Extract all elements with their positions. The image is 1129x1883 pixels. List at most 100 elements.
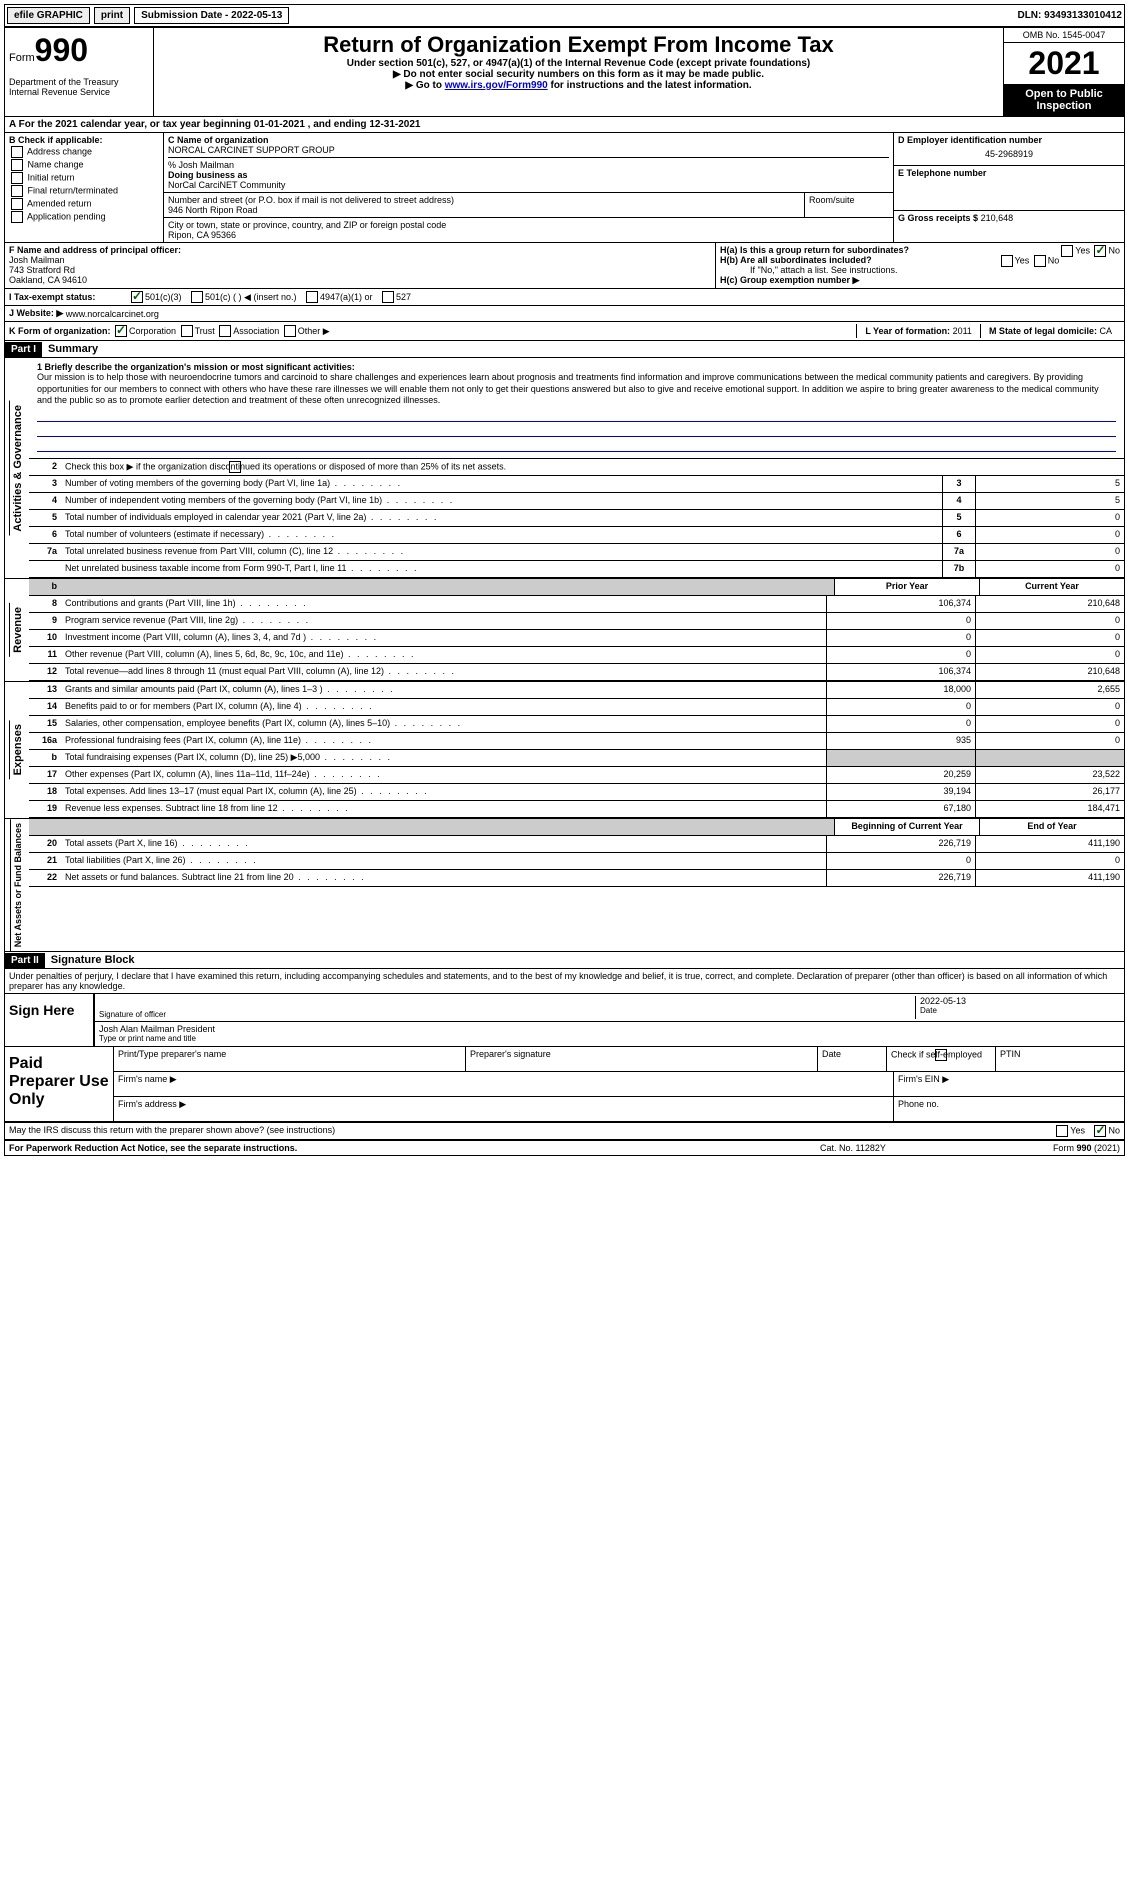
checkbox-icon[interactable] (11, 211, 23, 223)
section-b: B Check if applicable: Address change Na… (5, 133, 164, 242)
checkbox-icon[interactable] (229, 461, 241, 473)
checkbox-icon[interactable] (1034, 255, 1046, 267)
checkbox-icon[interactable] (191, 291, 203, 303)
room-label: Room/suite (805, 193, 893, 217)
table-row: 21Total liabilities (Part X, line 26)00 (29, 853, 1124, 870)
gross-val: 210,648 (981, 213, 1014, 223)
chk-name: Name change (9, 159, 159, 171)
table-row: 4Number of independent voting members of… (29, 493, 1124, 510)
section-f-h: F Name and address of principal officer:… (5, 243, 1124, 289)
officer-label: F Name and address of principal officer: (9, 245, 711, 255)
dba-label: Doing business as (168, 170, 889, 180)
table-row: 5Total number of individuals employed in… (29, 510, 1124, 527)
part1-header-row: Part I Summary (5, 341, 1124, 358)
mission-text: Our mission is to help those with neuroe… (37, 372, 1116, 407)
title-box: Return of Organization Exempt From Incom… (154, 28, 1003, 116)
table-row: 12Total revenue—add lines 8 through 11 (… (29, 664, 1124, 681)
table-row: 19Revenue less expenses. Subtract line 1… (29, 801, 1124, 818)
net-header: Beginning of Current Year End of Year (29, 819, 1124, 836)
chk-address: Address change (9, 146, 159, 158)
prep-date-cell: Date (818, 1047, 887, 1071)
hb-note: If "No," attach a list. See instructions… (720, 265, 1120, 275)
checkbox-icon[interactable] (11, 198, 23, 210)
vert-revenue: Revenue (9, 603, 26, 657)
checkbox-icon[interactable] (115, 325, 127, 337)
sign-here-row: Sign Here Signature of officer 2022-05-1… (5, 994, 1124, 1047)
department: Department of the Treasury Internal Reve… (9, 77, 149, 97)
checkbox-icon[interactable] (284, 325, 296, 337)
officer-addr1: 743 Stratford Rd (9, 265, 711, 275)
officer-addr2: Oakland, CA 94610 (9, 275, 711, 285)
dba: NorCal CarciNET Community (168, 180, 889, 190)
chk-initial: Initial return (9, 172, 159, 184)
table-row: 13Grants and similar amounts paid (Part … (29, 682, 1124, 699)
checkbox-icon[interactable] (935, 1049, 947, 1061)
checkbox-icon[interactable] (1061, 245, 1073, 257)
rev-header: b Prior Year Current Year (29, 579, 1124, 596)
firm-addr-cell: Firm's address ▶ (114, 1097, 894, 1121)
care-of: % Josh Mailman (168, 157, 889, 170)
table-row: 15Salaries, other compensation, employee… (29, 716, 1124, 733)
vert-expenses: Expenses (9, 720, 26, 779)
ssn-notice: ▶ Do not enter social security numbers o… (158, 69, 999, 80)
checkbox-icon[interactable] (1094, 1125, 1106, 1137)
checkbox-icon[interactable] (11, 159, 23, 171)
instructions-line: ▶ Go to www.irs.gov/Form990 for instruct… (158, 80, 999, 91)
paperwork-text: For Paperwork Reduction Act Notice, see … (9, 1143, 820, 1153)
net-assets-section: Net Assets or Fund Balances Beginning of… (5, 819, 1124, 952)
table-row: 17Other expenses (Part IX, column (A), l… (29, 767, 1124, 784)
print-button[interactable]: print (94, 7, 130, 24)
checkbox-icon[interactable] (219, 325, 231, 337)
prep-row3: Firm's address ▶ Phone no. (114, 1097, 1124, 1121)
checkbox-icon[interactable] (181, 325, 193, 337)
table-row: 9Program service revenue (Part VIII, lin… (29, 613, 1124, 630)
checkbox-icon[interactable] (1001, 255, 1013, 267)
table-row: 20Total assets (Part X, line 16)226,7194… (29, 836, 1124, 853)
main-title: Return of Organization Exempt From Incom… (158, 32, 999, 58)
part1-header: Part I (5, 342, 42, 357)
table-row: 11Other revenue (Part VIII, column (A), … (29, 647, 1124, 664)
sign-here-label: Sign Here (5, 994, 93, 1046)
section-f: F Name and address of principal officer:… (5, 243, 715, 288)
table-row: Net unrelated business taxable income fr… (29, 561, 1124, 578)
firm-ein-cell: Firm's EIN ▶ (894, 1072, 1124, 1096)
city: Ripon, CA 95366 (168, 230, 889, 240)
form-number-box: Form990 Department of the Treasury Inter… (5, 28, 154, 116)
governance-section: Activities & Governance 1 Briefly descri… (5, 358, 1124, 579)
line-k: K Form of organization: Corporation Trus… (5, 322, 1124, 341)
checkbox-icon[interactable] (1056, 1125, 1068, 1137)
table-row: 16aProfessional fundraising fees (Part I… (29, 733, 1124, 750)
top-bar: efile GRAPHIC print Submission Date - 20… (5, 5, 1124, 28)
open-public: Open to Public Inspection (1004, 84, 1124, 116)
table-row: 14Benefits paid to or for members (Part … (29, 699, 1124, 716)
part2-header-row: Part II Signature Block (5, 952, 1124, 969)
checkbox-icon[interactable] (306, 291, 318, 303)
ein: 45-2968919 (898, 145, 1120, 163)
tax-status-row: I Tax-exempt status: 501(c)(3) 501(c) ( … (5, 289, 1124, 306)
discuss-row: May the IRS discuss this return with the… (5, 1122, 1124, 1140)
checkbox-icon[interactable] (11, 146, 23, 158)
form-label: Form (9, 52, 35, 64)
line-2: 2 Check this box ▶ if the organization d… (29, 459, 1124, 476)
year-box: OMB No. 1545-0047 2021 Open to Public In… (1003, 28, 1124, 116)
m-box: M State of legal domicile: CA (980, 324, 1120, 338)
checkbox-icon[interactable] (11, 185, 23, 197)
form-number: 990 (35, 32, 88, 68)
checkbox-icon[interactable] (11, 172, 23, 184)
blank-line (37, 424, 1116, 437)
checkbox-icon[interactable] (1094, 245, 1106, 257)
irs-link[interactable]: www.irs.gov/Form990 (445, 80, 548, 91)
blank-line (37, 409, 1116, 422)
checkbox-icon[interactable] (382, 291, 394, 303)
form-footer: Form 990 (2021) (970, 1143, 1120, 1153)
paid-preparer-section: Paid Preparer Use Only Print/Type prepar… (5, 1047, 1124, 1122)
table-row: 3Number of voting members of the governi… (29, 476, 1124, 493)
checkbox-icon[interactable] (131, 291, 143, 303)
tax-year: 2021 (1004, 43, 1124, 84)
street-label: Number and street (or P.O. box if mail i… (168, 195, 800, 205)
mission-label: 1 Briefly describe the organization's mi… (37, 362, 1116, 372)
submission-date: Submission Date - 2022-05-13 (134, 7, 289, 24)
vert-net-assets: Net Assets or Fund Balances (10, 819, 25, 951)
ptin-cell: PTIN (996, 1047, 1124, 1071)
sig-officer-line: Signature of officer 2022-05-13 Date (95, 994, 1124, 1022)
